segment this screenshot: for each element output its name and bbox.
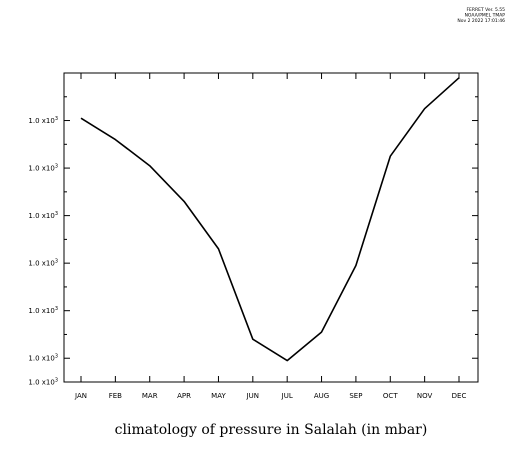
header-line-3: Nov 2 2022 17:01:46 xyxy=(457,18,505,24)
x-tick-label-jul: JUL xyxy=(281,392,293,400)
header-line-2: NOAA/PMEL TMAP xyxy=(465,13,506,19)
x-tick-label-dec: DEC xyxy=(452,392,467,400)
y-tick-label-1003: 1.0 x103 xyxy=(28,378,58,387)
x-axis-ticks: JAN FEB MAR APR MAY JUN JUL AUG SEP OCT NOV DEC xyxy=(74,73,466,400)
x-tick-label-apr: APR xyxy=(177,392,191,400)
chart-title: climatology of pressure in Salalah (in m… xyxy=(115,422,428,438)
x-tick-label-feb: FEB xyxy=(109,392,122,400)
y-tick-label-1004: 1.0 x103 xyxy=(28,354,58,363)
y-tick-label-1012: 1.0 x103 xyxy=(28,164,58,173)
x-tick-label-jun: JUN xyxy=(246,392,259,400)
y-tick-label-1014: 1.0 x103 xyxy=(28,116,58,125)
x-tick-label-mar: MAR xyxy=(142,392,158,400)
pressure-line xyxy=(80,77,460,362)
x-tick-label-sep: SEP xyxy=(349,392,362,400)
ferret-header: FERRET Ver. 5.55 NOAA/PMEL TMAP Nov 2 20… xyxy=(457,7,505,24)
x-tick-label-may: MAY xyxy=(211,392,226,400)
x-tick-label-nov: NOV xyxy=(417,392,433,400)
y-tick-label-1010: 1.0 x103 xyxy=(28,211,58,220)
y-axis-ticks: 1.0 x103 1.0 x103 1.0 x103 1.0 x103 1.0 x103… xyxy=(28,72,478,387)
y-tick-label-1008: 1.0 x103 xyxy=(28,259,58,268)
x-tick-label-jan: JAN xyxy=(74,392,87,400)
x-tick-label-aug: AUG xyxy=(314,392,329,400)
plot-frame xyxy=(63,72,479,383)
y-tick-label-1006: 1.0 x103 xyxy=(28,306,58,315)
header-line-1: FERRET Ver. 5.55 xyxy=(466,7,505,13)
x-tick-label-oct: OCT xyxy=(383,392,398,400)
